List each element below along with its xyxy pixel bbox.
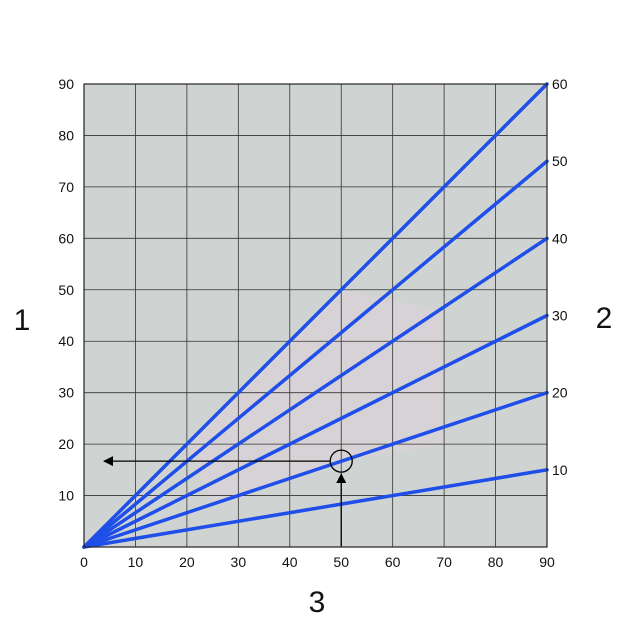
y-left-tick-label: 50 xyxy=(58,282,74,298)
y-right-tick-label: 10 xyxy=(552,462,568,478)
reading-point-circle xyxy=(329,449,353,473)
series-line-50 xyxy=(82,159,549,549)
x-tick-label: 40 xyxy=(282,554,298,570)
y-right-tick-label: 40 xyxy=(552,230,568,246)
x-tick-label: 50 xyxy=(333,554,349,570)
series-line-40 xyxy=(82,236,549,549)
highlight-region xyxy=(186,289,445,505)
plot-border xyxy=(83,83,548,548)
y-left-tick-label: 60 xyxy=(58,230,74,246)
y-left-axis-title: 1 xyxy=(14,304,31,337)
y-left-tick-label: 20 xyxy=(58,436,74,452)
x-tick-label: 60 xyxy=(385,554,401,570)
y-right-tick-label: 50 xyxy=(552,153,568,169)
x-tick-labels: 0 10 20 30 40 50 60 70 80 90 xyxy=(80,554,555,570)
x-tick-label: 20 xyxy=(179,554,195,570)
x-tick-label: 70 xyxy=(436,554,452,570)
annotation xyxy=(103,449,353,547)
series-line-60 xyxy=(82,82,549,549)
y-left-tick-label: 80 xyxy=(58,127,74,143)
y-left-tick-label: 70 xyxy=(58,179,74,195)
x-tick-label: 10 xyxy=(128,554,144,570)
series-lines xyxy=(82,82,549,549)
y-right-axis-title: 2 xyxy=(596,302,613,335)
series-line-10 xyxy=(82,468,549,549)
series-line-20 xyxy=(82,390,549,549)
y-left-tick-label: 30 xyxy=(58,385,74,401)
y-left-tick-label: 90 xyxy=(58,76,74,92)
x-tick-label: 30 xyxy=(231,554,247,570)
y-right-tick-label: 30 xyxy=(552,308,568,324)
series-line-30 xyxy=(82,313,549,549)
y-left-tick-label: 10 xyxy=(58,488,74,504)
x-tick-label: 80 xyxy=(488,554,504,570)
y-left-tick-label: 40 xyxy=(58,333,74,349)
y-right-tick-label: 20 xyxy=(552,385,568,401)
y-right-tick-labels: 60 50 40 30 20 10 xyxy=(552,76,568,478)
y-right-tick-label: 60 xyxy=(552,76,568,92)
y-left-tick-labels: 10 20 30 40 50 60 70 80 90 xyxy=(58,76,74,504)
x-tick-label: 0 xyxy=(80,554,88,570)
x-tick-label: 90 xyxy=(539,554,555,570)
x-axis-title: 3 xyxy=(309,586,326,619)
